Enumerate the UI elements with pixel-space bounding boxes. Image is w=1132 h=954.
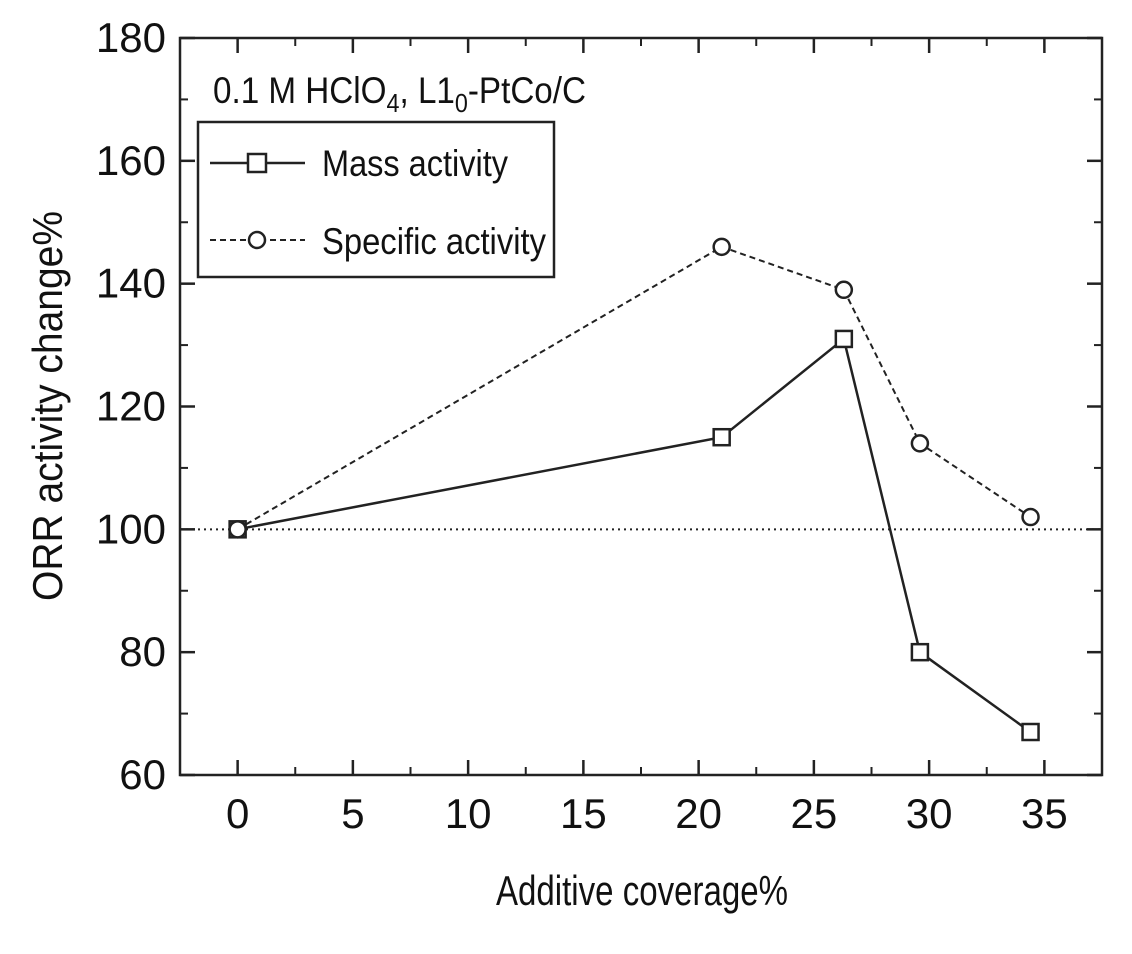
series-line-mass-activity xyxy=(237,336,1032,734)
x-axis-label: Additive coverage% xyxy=(496,867,788,914)
y-tick-label: 80 xyxy=(119,628,166,675)
ticks-layer: 60 80 100 120 140 160 180 0 5 10 15 20 25 30 35 xyxy=(96,14,1103,837)
legend-marker-circle xyxy=(247,230,267,250)
legend-item-specific-activity: Specific activity xyxy=(210,221,546,262)
data-point-specific-activity xyxy=(1021,507,1040,527)
data-point-mass-activity xyxy=(1021,722,1040,742)
y-axis-label: ORR activity change% xyxy=(24,211,71,601)
legend-label-specific-activity: Specific activity xyxy=(322,221,546,262)
data-point-mass-activity xyxy=(910,642,930,662)
y-tick-label: 160 xyxy=(96,137,166,184)
x-tick-label: 25 xyxy=(791,790,838,837)
x-tick-label: 0 xyxy=(226,790,249,837)
x-tick-label: 5 xyxy=(341,790,364,837)
y-tick-label: 120 xyxy=(96,383,166,430)
y-tick-label: 60 xyxy=(119,751,166,798)
x-tick-label: 10 xyxy=(445,790,492,837)
legend-marker-square xyxy=(246,152,268,174)
chart-annotation: 0.1 M HClO4, L10-PtCo/C xyxy=(213,70,586,118)
data-point-mass-activity xyxy=(834,329,854,349)
legend-label-mass-activity: Mass activity xyxy=(322,143,508,184)
x-tick-label: 30 xyxy=(906,790,953,837)
x-tick-label: 20 xyxy=(675,790,722,837)
data-point-mass-activity xyxy=(712,427,731,447)
legend: Mass activity Specific activity xyxy=(196,120,556,279)
legend-box xyxy=(196,120,556,279)
data-point-specific-activity xyxy=(834,280,854,300)
data-point-specific-activity xyxy=(228,520,247,539)
x-tick-label: 35 xyxy=(1021,790,1068,837)
y-tick-label: 180 xyxy=(96,14,166,61)
x-tick-label: 15 xyxy=(560,790,607,837)
data-point-specific-activity xyxy=(712,237,731,257)
legend-item-mass-activity: Mass activity xyxy=(210,143,508,184)
y-tick-label: 140 xyxy=(96,260,166,307)
series-line-specific-activity xyxy=(237,245,1032,531)
series-layer xyxy=(228,237,1040,742)
y-tick-label: 100 xyxy=(96,505,166,552)
data-point-specific-activity xyxy=(910,434,930,453)
